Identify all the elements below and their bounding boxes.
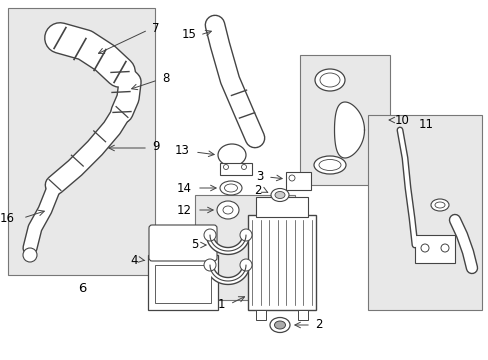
Text: 15: 15 — [182, 28, 197, 41]
Text: 12: 12 — [177, 203, 192, 216]
Ellipse shape — [430, 199, 448, 211]
Ellipse shape — [319, 73, 339, 87]
Ellipse shape — [217, 201, 239, 219]
Ellipse shape — [434, 202, 444, 208]
Circle shape — [241, 165, 246, 170]
Circle shape — [240, 229, 251, 241]
Circle shape — [240, 259, 251, 271]
Ellipse shape — [220, 181, 242, 195]
Circle shape — [203, 229, 216, 241]
Ellipse shape — [270, 189, 288, 202]
Ellipse shape — [274, 321, 285, 329]
Text: 2: 2 — [254, 184, 262, 197]
Text: 16: 16 — [0, 211, 15, 225]
Bar — [285, 172, 310, 190]
Ellipse shape — [313, 156, 346, 174]
Ellipse shape — [269, 318, 289, 333]
Polygon shape — [334, 102, 364, 158]
Ellipse shape — [274, 192, 285, 198]
Bar — [299, 55, 389, 185]
Text: 1: 1 — [217, 298, 224, 311]
Circle shape — [203, 259, 216, 271]
Circle shape — [223, 165, 228, 170]
Text: 6: 6 — [78, 282, 86, 294]
Text: 4: 4 — [130, 253, 138, 266]
Circle shape — [440, 244, 448, 252]
Text: 14: 14 — [177, 181, 192, 194]
Text: 3: 3 — [256, 170, 264, 183]
Bar — [297, 310, 307, 320]
Ellipse shape — [223, 206, 232, 214]
Text: 7: 7 — [152, 22, 159, 35]
Bar — [367, 115, 481, 310]
Bar — [414, 235, 454, 263]
Text: 13: 13 — [175, 144, 190, 157]
Ellipse shape — [314, 69, 345, 91]
Bar — [195, 195, 294, 300]
Bar — [220, 163, 251, 175]
Bar — [8, 8, 155, 275]
Bar — [148, 255, 218, 310]
Ellipse shape — [318, 159, 340, 171]
Circle shape — [420, 244, 428, 252]
Bar — [256, 197, 307, 217]
Text: 11: 11 — [418, 118, 433, 131]
Ellipse shape — [218, 144, 245, 166]
Circle shape — [23, 248, 37, 262]
Bar — [256, 310, 265, 320]
Text: 8: 8 — [162, 72, 169, 85]
Circle shape — [288, 175, 294, 181]
Ellipse shape — [224, 184, 237, 192]
Bar — [155, 265, 210, 303]
Text: 9: 9 — [152, 140, 159, 153]
Text: 5: 5 — [190, 238, 198, 252]
FancyBboxPatch shape — [149, 225, 217, 261]
Text: 2: 2 — [314, 319, 322, 332]
Text: 10: 10 — [394, 113, 409, 126]
Bar — [247, 215, 315, 310]
